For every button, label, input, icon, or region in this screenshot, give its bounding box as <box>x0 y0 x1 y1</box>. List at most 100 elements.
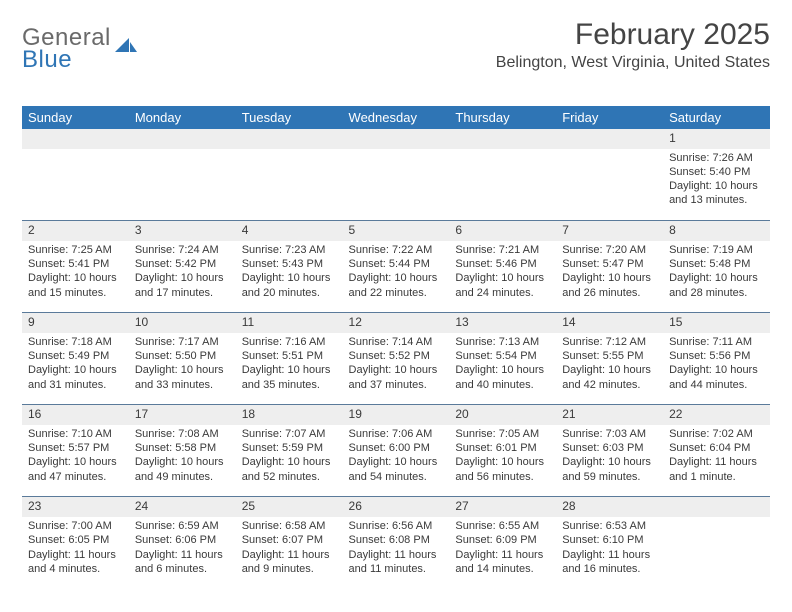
day-details: Sunrise: 6:58 AMSunset: 6:07 PMDaylight:… <box>236 517 343 580</box>
sunset-text: Sunset: 5:40 PM <box>669 165 764 179</box>
day-content-cell: Sunrise: 7:14 AMSunset: 5:52 PMDaylight:… <box>343 333 450 405</box>
day-content-cell <box>449 149 556 221</box>
sunset-text: Sunset: 6:07 PM <box>242 533 337 547</box>
sunset-text: Sunset: 6:01 PM <box>455 441 550 455</box>
sunrise-text: Sunrise: 7:11 AM <box>669 335 764 349</box>
day-header: Tuesday <box>236 106 343 129</box>
month-title: February 2025 <box>496 18 770 52</box>
sunset-text: Sunset: 6:08 PM <box>349 533 444 547</box>
day-number: 4 <box>236 221 343 241</box>
sunrise-text: Sunrise: 7:18 AM <box>28 335 123 349</box>
sunrise-text: Sunrise: 7:19 AM <box>669 243 764 257</box>
day-number-cell: 16 <box>22 405 129 425</box>
daylight-text: Daylight: 10 hours and 33 minutes. <box>135 363 230 392</box>
sunset-text: Sunset: 6:03 PM <box>562 441 657 455</box>
daylight-text: Daylight: 10 hours and 56 minutes. <box>455 455 550 484</box>
day-number: 1 <box>663 129 770 149</box>
daylight-text: Daylight: 11 hours and 6 minutes. <box>135 548 230 577</box>
daylight-text: Daylight: 11 hours and 14 minutes. <box>455 548 550 577</box>
daylight-text: Daylight: 11 hours and 9 minutes. <box>242 548 337 577</box>
sunrise-text: Sunrise: 6:55 AM <box>455 519 550 533</box>
daylight-text: Daylight: 10 hours and 28 minutes. <box>669 271 764 300</box>
day-number-cell: 22 <box>663 405 770 425</box>
day-content-cell: Sunrise: 7:00 AMSunset: 6:05 PMDaylight:… <box>22 517 129 589</box>
daylight-text: Daylight: 11 hours and 1 minute. <box>669 455 764 484</box>
sunset-text: Sunset: 5:44 PM <box>349 257 444 271</box>
sunrise-text: Sunrise: 7:23 AM <box>242 243 337 257</box>
sunrise-text: Sunrise: 7:24 AM <box>135 243 230 257</box>
day-details: Sunrise: 7:24 AMSunset: 5:42 PMDaylight:… <box>129 241 236 304</box>
day-number: 21 <box>556 405 663 425</box>
day-number-cell: 23 <box>22 497 129 517</box>
sunrise-text: Sunrise: 7:10 AM <box>28 427 123 441</box>
day-number-cell: 14 <box>556 313 663 333</box>
day-number-cell: 9 <box>22 313 129 333</box>
day-details: Sunrise: 7:21 AMSunset: 5:46 PMDaylight:… <box>449 241 556 304</box>
sunrise-text: Sunrise: 7:14 AM <box>349 335 444 349</box>
sunset-text: Sunset: 5:51 PM <box>242 349 337 363</box>
day-number: 23 <box>22 497 129 517</box>
day-number: 7 <box>556 221 663 241</box>
day-number: 8 <box>663 221 770 241</box>
day-number-cell: 7 <box>556 221 663 241</box>
day-content-cell: Sunrise: 7:12 AMSunset: 5:55 PMDaylight:… <box>556 333 663 405</box>
day-number: 16 <box>22 405 129 425</box>
day-header: Sunday <box>22 106 129 129</box>
sunrise-text: Sunrise: 7:22 AM <box>349 243 444 257</box>
day-content-cell <box>22 149 129 221</box>
daylight-text: Daylight: 10 hours and 31 minutes. <box>28 363 123 392</box>
sunrise-text: Sunrise: 6:59 AM <box>135 519 230 533</box>
sunrise-text: Sunrise: 7:16 AM <box>242 335 337 349</box>
sunset-text: Sunset: 5:48 PM <box>669 257 764 271</box>
sunset-text: Sunset: 6:09 PM <box>455 533 550 547</box>
day-details: Sunrise: 7:16 AMSunset: 5:51 PMDaylight:… <box>236 333 343 396</box>
day-number: 14 <box>556 313 663 333</box>
daylight-text: Daylight: 10 hours and 15 minutes. <box>28 271 123 300</box>
day-details: Sunrise: 7:07 AMSunset: 5:59 PMDaylight:… <box>236 425 343 488</box>
day-details: Sunrise: 7:03 AMSunset: 6:03 PMDaylight:… <box>556 425 663 488</box>
day-number-cell: 3 <box>129 221 236 241</box>
day-number: 22 <box>663 405 770 425</box>
day-details: Sunrise: 7:18 AMSunset: 5:49 PMDaylight:… <box>22 333 129 396</box>
day-content-cell: Sunrise: 6:59 AMSunset: 6:06 PMDaylight:… <box>129 517 236 589</box>
day-content-cell: Sunrise: 7:21 AMSunset: 5:46 PMDaylight:… <box>449 241 556 313</box>
day-number-cell: 20 <box>449 405 556 425</box>
day-number: 17 <box>129 405 236 425</box>
day-number-cell: 28 <box>556 497 663 517</box>
day-number-cell <box>556 129 663 149</box>
day-number-cell: 10 <box>129 313 236 333</box>
sunrise-text: Sunrise: 7:05 AM <box>455 427 550 441</box>
day-number: 27 <box>449 497 556 517</box>
day-content-cell: Sunrise: 7:05 AMSunset: 6:01 PMDaylight:… <box>449 425 556 497</box>
top-bar: General February 2025 Belington, West Vi… <box>22 18 770 72</box>
sunrise-text: Sunrise: 6:58 AM <box>242 519 337 533</box>
day-number-cell: 25 <box>236 497 343 517</box>
day-number-cell: 15 <box>663 313 770 333</box>
day-content-cell: Sunrise: 7:11 AMSunset: 5:56 PMDaylight:… <box>663 333 770 405</box>
day-content-cell: Sunrise: 6:53 AMSunset: 6:10 PMDaylight:… <box>556 517 663 589</box>
day-number-cell: 4 <box>236 221 343 241</box>
sunset-text: Sunset: 5:43 PM <box>242 257 337 271</box>
day-number: 11 <box>236 313 343 333</box>
sunset-text: Sunset: 5:42 PM <box>135 257 230 271</box>
day-content-cell: Sunrise: 6:56 AMSunset: 6:08 PMDaylight:… <box>343 517 450 589</box>
sunrise-text: Sunrise: 7:26 AM <box>669 151 764 165</box>
daylight-text: Daylight: 11 hours and 16 minutes. <box>562 548 657 577</box>
daylight-text: Daylight: 10 hours and 17 minutes. <box>135 271 230 300</box>
day-number: 15 <box>663 313 770 333</box>
day-details: Sunrise: 7:05 AMSunset: 6:01 PMDaylight:… <box>449 425 556 488</box>
day-content-cell <box>663 517 770 589</box>
day-header: Saturday <box>663 106 770 129</box>
sunset-text: Sunset: 5:59 PM <box>242 441 337 455</box>
sunset-text: Sunset: 6:04 PM <box>669 441 764 455</box>
day-number: 6 <box>449 221 556 241</box>
day-details: Sunrise: 7:14 AMSunset: 5:52 PMDaylight:… <box>343 333 450 396</box>
daylight-text: Daylight: 10 hours and 49 minutes. <box>135 455 230 484</box>
day-number-cell <box>22 129 129 149</box>
day-content-cell: Sunrise: 7:26 AMSunset: 5:40 PMDaylight:… <box>663 149 770 221</box>
day-number: 2 <box>22 221 129 241</box>
day-header: Friday <box>556 106 663 129</box>
sunset-text: Sunset: 5:41 PM <box>28 257 123 271</box>
sunset-text: Sunset: 5:52 PM <box>349 349 444 363</box>
sunrise-text: Sunrise: 7:21 AM <box>455 243 550 257</box>
